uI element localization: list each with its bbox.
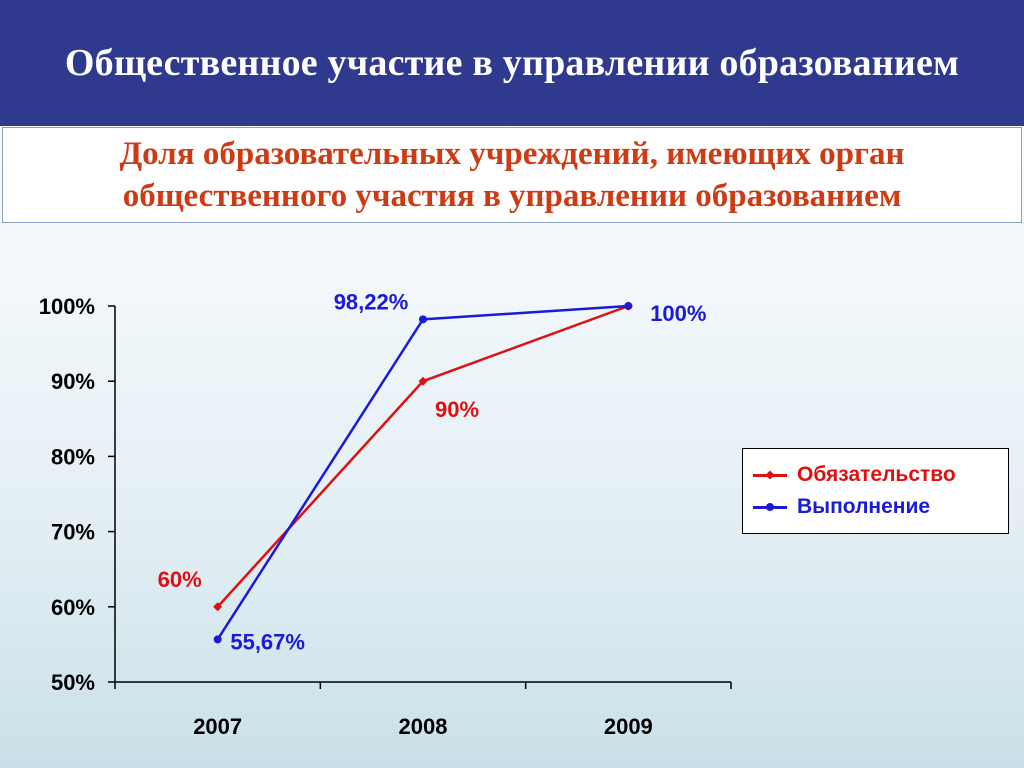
data-label: 60%	[158, 567, 202, 592]
subtitle-line-1: Доля образовательных учреждений, имеющих…	[119, 136, 905, 172]
x-tick-label: 2007	[193, 714, 242, 739]
page-title: Общественное участие в управлении образо…	[64, 42, 960, 84]
subtitle-box: Доля образовательных учреждений, имеющих…	[2, 127, 1022, 223]
data-point	[419, 315, 427, 324]
y-tick-label: 50%	[51, 670, 95, 695]
data-label: 90%	[435, 397, 479, 422]
legend-swatch-red	[753, 468, 787, 482]
data-point	[213, 635, 222, 644]
data-label: 98,22%	[334, 289, 409, 314]
y-tick-label: 90%	[51, 369, 95, 394]
y-tick-label: 80%	[51, 444, 95, 469]
subtitle-line-2: общественного участия в управлении образ…	[122, 178, 902, 214]
series-line-obligation	[216, 304, 629, 608]
data-label: 55,67%	[230, 629, 305, 654]
legend-swatch-blue	[753, 500, 787, 514]
legend-label: Выполнение	[797, 495, 931, 518]
data-point	[624, 302, 633, 310]
legend-item-obligation: Обязательство	[753, 459, 1008, 491]
y-tick-label: 100%	[39, 294, 95, 319]
x-tick-label: 2009	[604, 714, 653, 739]
title-bar: Общественное участие в управлении образо…	[0, 0, 1024, 126]
y-tick-label: 60%	[51, 595, 95, 620]
series-line-fulfillment	[216, 304, 629, 641]
chart-legend: Обязательство Выполнение	[742, 448, 1009, 534]
data-point	[418, 376, 428, 386]
data-point	[213, 602, 223, 612]
y-tick-label: 70%	[51, 520, 95, 545]
x-tick-label: 2008	[399, 714, 448, 739]
legend-label: Обязательство	[797, 463, 956, 486]
data-label: 100%	[650, 301, 706, 326]
legend-item-fulfillment: Выполнение	[753, 491, 1008, 523]
